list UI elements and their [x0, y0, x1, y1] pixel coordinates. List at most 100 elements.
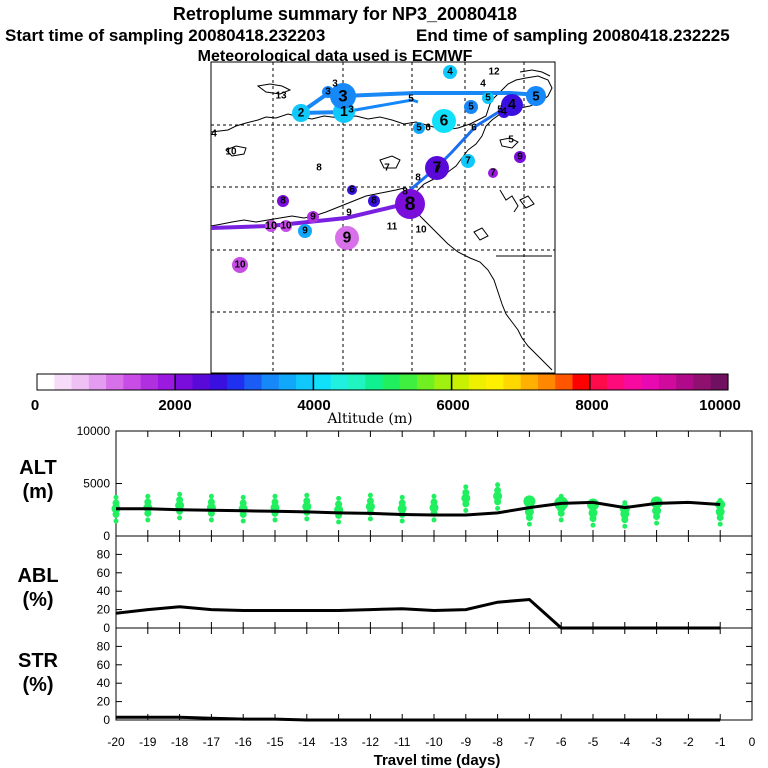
plume-member-label: 8	[371, 196, 377, 207]
y-tick-label: 20	[97, 603, 111, 617]
alt-member-point	[112, 499, 120, 507]
plume-member-label: 4	[480, 79, 486, 90]
alt-member-point	[145, 517, 151, 523]
trajectory-marker	[335, 226, 359, 250]
alt-member-point	[272, 493, 278, 499]
abl-yticks: 0 20 40 60 80	[97, 547, 752, 635]
alt-member-point	[429, 503, 439, 513]
map-graticule	[211, 62, 555, 373]
trajectory-marker	[265, 220, 277, 232]
y-tick-label: 5000	[83, 477, 110, 491]
alt-member-point	[272, 517, 278, 523]
colorbar-tick: 2000	[158, 397, 191, 414]
plume-member-label: 7	[490, 168, 496, 179]
colorbar-cell	[54, 374, 73, 390]
colorbar-label: Altitude (m)	[326, 411, 412, 427]
str-yticks: 0 20 40 60 80	[97, 639, 752, 727]
alt-member-point	[495, 482, 501, 488]
x-tick-label: -20	[107, 735, 125, 749]
colorbar-cell	[244, 374, 263, 390]
alt-member-point	[335, 500, 343, 508]
x-tick-label: -2	[683, 735, 694, 749]
plume-member-label: 5	[485, 93, 491, 104]
alt-member-point	[461, 493, 471, 503]
alt-member-point	[113, 518, 119, 524]
plume-member-marker	[413, 122, 425, 134]
plume-member-label: 9	[302, 226, 308, 237]
trajectory-marker-label: 2	[298, 107, 305, 120]
colorbar-cell	[382, 374, 401, 390]
alt-member-point	[495, 505, 501, 511]
met-data-text: Meteorological data used is ECMWF	[198, 48, 473, 65]
x-tick-label: -7	[524, 735, 535, 749]
plume-member-label: 7	[384, 163, 390, 174]
alt-member-point	[336, 519, 342, 525]
colorbar-cell	[347, 374, 366, 390]
x-tick-label: -1	[715, 735, 726, 749]
abl-panel: ABL (%) 0 20 40 60 80	[17, 535, 753, 635]
alt-member-point	[177, 491, 183, 497]
alt-member-point	[271, 498, 279, 506]
end-time-text: End time of sampling 20080418.232225	[416, 26, 730, 45]
plume-member-marker	[482, 92, 494, 104]
trajectory-marker	[526, 86, 546, 106]
y-tick-label: 80	[97, 639, 111, 653]
abl-frame	[115, 535, 753, 629]
alt-member-point	[365, 502, 375, 512]
str-frame	[115, 627, 753, 721]
plume-member-label: 9	[346, 208, 352, 219]
x-tick-label: 0	[749, 735, 756, 749]
colorbar-cell	[192, 374, 211, 390]
plume-member-marker	[347, 185, 357, 195]
x-tick-label: -6	[556, 735, 567, 749]
x-tick-label: -4	[619, 735, 630, 749]
alt-member-point	[208, 517, 214, 523]
colorbar-cell	[520, 374, 539, 390]
plume-member-label: 10	[280, 221, 292, 232]
plume-member-marker	[488, 168, 498, 178]
colorbar-cell	[330, 374, 349, 390]
alt-member-point	[239, 499, 247, 507]
colorbar-cell	[399, 374, 418, 390]
alt-series-line	[116, 500, 721, 517]
plume-member-marker	[514, 151, 526, 163]
plume-member-label: 3	[332, 79, 338, 90]
alt-member-point	[366, 497, 374, 505]
colorbar-tick: 0	[31, 397, 39, 414]
plume-member-label: 8	[415, 173, 421, 184]
alt-member-point	[654, 520, 660, 526]
colorbar-cell	[693, 374, 712, 390]
alt-member-point	[207, 498, 215, 506]
alt-member-point	[240, 494, 246, 500]
alt-member-point	[399, 494, 405, 500]
plume-member-label: 6	[425, 123, 431, 134]
plume-member-label: 8	[402, 187, 408, 198]
plume-member-marker	[461, 154, 475, 168]
plume-member-label: 3	[348, 105, 354, 116]
y-tick-label: 20	[97, 695, 111, 709]
alt-member-point	[524, 507, 534, 517]
trajectory-marker	[432, 109, 456, 133]
abl-ylabel-unit: (%)	[22, 589, 53, 611]
plume-member-label: 5	[497, 105, 503, 116]
alt-member-point	[430, 498, 438, 506]
alt-member-point	[177, 515, 183, 521]
colorbar-cell	[486, 374, 505, 390]
str-panel: STR (%) 0 20 40 60 80	[18, 627, 753, 727]
alt-member-point	[303, 497, 311, 505]
alt-panel: ALT (m) 0 5000 10000	[19, 424, 753, 543]
colorbar-cell	[227, 374, 245, 390]
colorbar: 0 2000 4000 6000 8000 10000 Altitude (m)	[31, 373, 741, 427]
plume-member-marker	[277, 195, 289, 207]
trajectory-marker-label: 1	[340, 104, 348, 120]
colorbar-tick: 6000	[436, 397, 469, 414]
colorbar-cell	[106, 374, 124, 390]
colorbar-cell	[296, 374, 314, 390]
alt-member-point	[175, 501, 185, 511]
figure-title: Retroplume summary for NP3_20080418	[173, 4, 517, 24]
x-tick-label: -9	[460, 735, 471, 749]
str-ylabel: STR	[18, 650, 59, 672]
plume-member-marker	[280, 220, 292, 232]
alt-member-point	[588, 508, 598, 518]
plume-member-marker	[368, 195, 380, 207]
